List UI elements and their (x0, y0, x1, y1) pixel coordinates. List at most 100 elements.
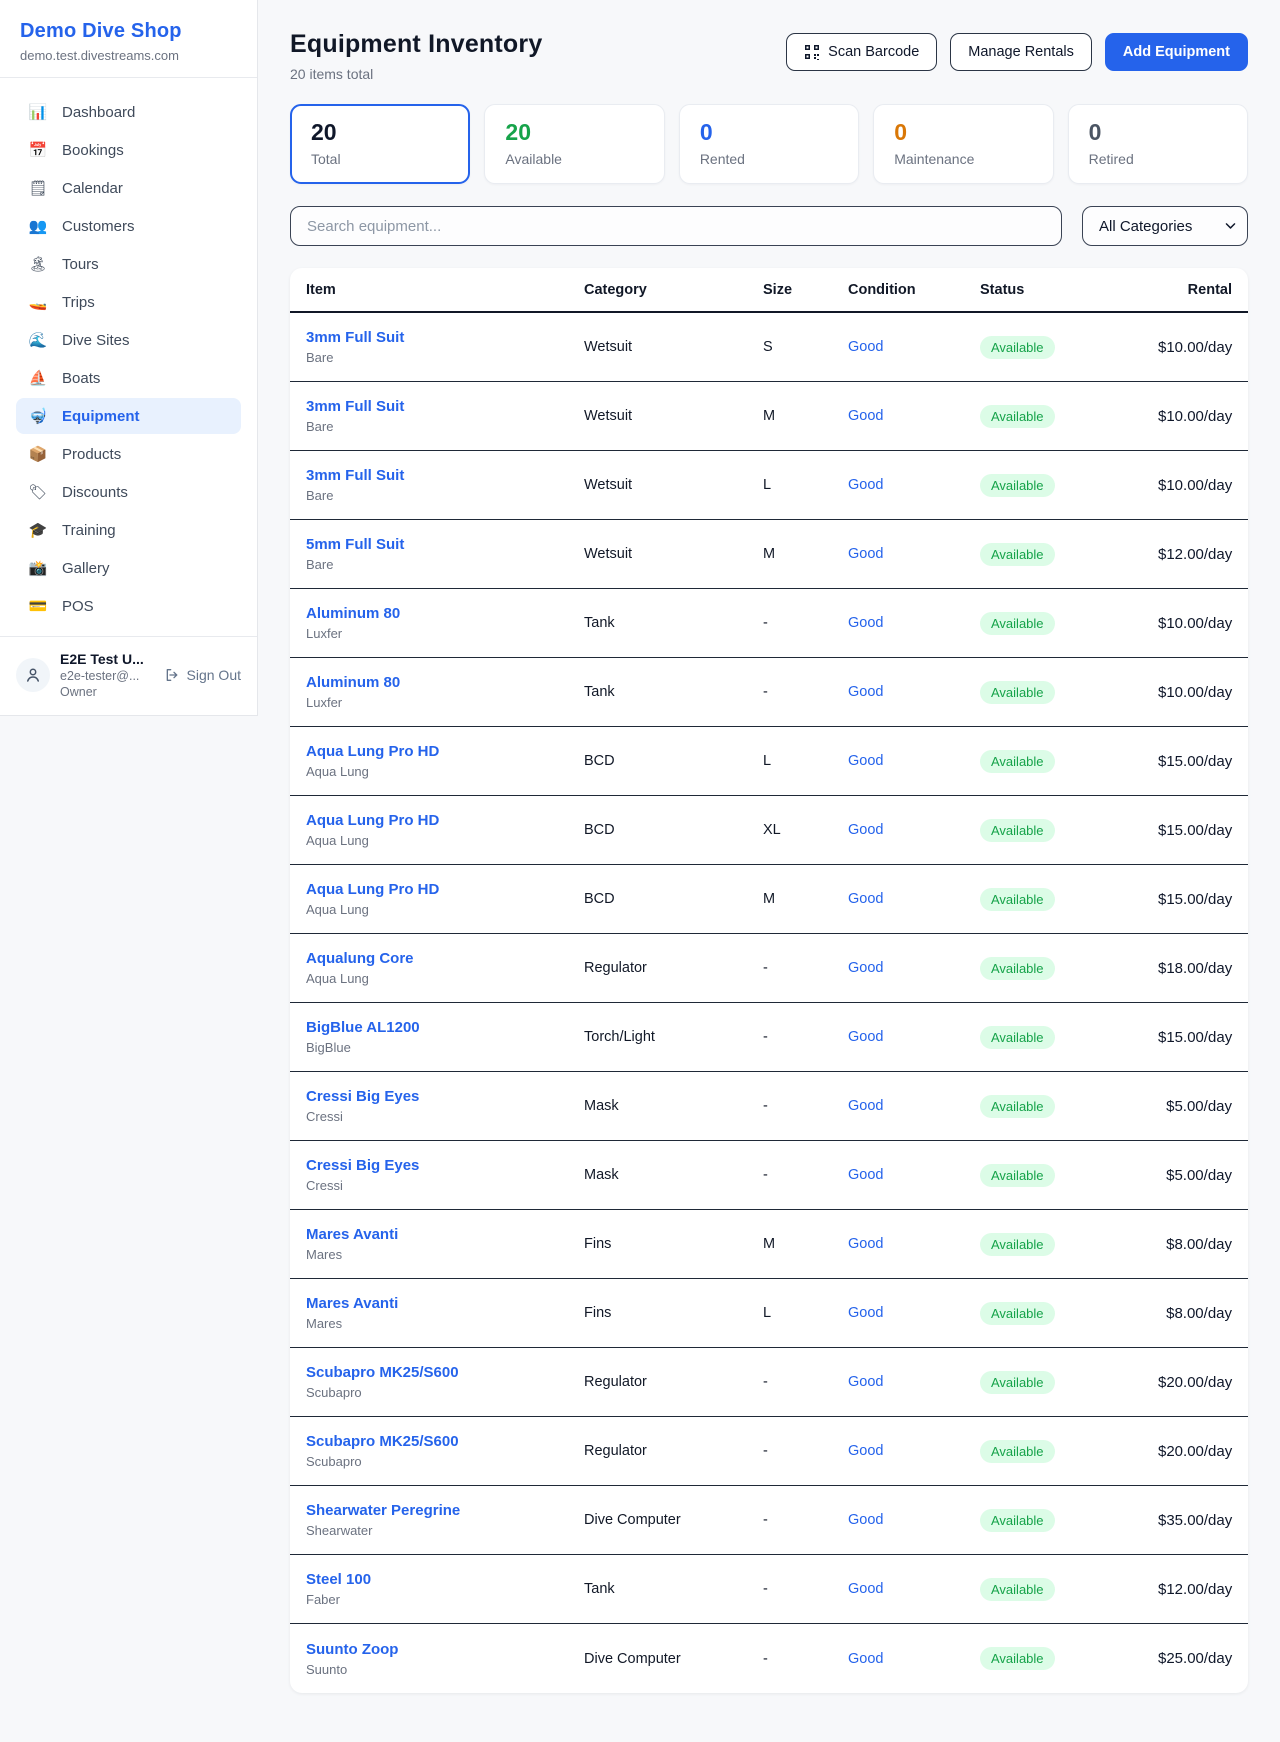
item-condition-link[interactable]: Good (848, 1098, 884, 1114)
item-category: Fins (584, 1305, 612, 1321)
item-name-link[interactable]: Aqua Lung Pro HD (306, 812, 440, 829)
stat-card-retired[interactable]: 0 Retired (1067, 104, 1249, 184)
item-rental-rate: $12.00/day (1158, 1580, 1233, 1598)
stat-card-maintenance[interactable]: 0 Maintenance (873, 104, 1054, 184)
item-rental-rate: $20.00/day (1158, 1373, 1233, 1391)
table-row: Aqua Lung Pro HD Aqua Lung BCD M Good Av… (290, 865, 1248, 934)
sidebar-item-calendar[interactable]: 🗒 Calendar (16, 170, 241, 206)
item-name-link[interactable]: Cressi Big Eyes (306, 1088, 420, 1105)
item-name-link[interactable]: 3mm Full Suit (306, 467, 405, 484)
item-condition-link[interactable]: Good (848, 1443, 884, 1459)
manage-rentals-label: Manage Rentals (968, 44, 1074, 60)
item-name-link[interactable]: Aluminum 80 (306, 674, 401, 691)
item-condition-link[interactable]: Good (848, 1236, 884, 1252)
category-select[interactable]: All Categories (1082, 206, 1248, 246)
item-condition-link[interactable]: Good (848, 1581, 884, 1597)
item-name-link[interactable]: Steel 100 (306, 1571, 372, 1588)
item-condition-link[interactable]: Good (848, 822, 884, 838)
item-condition-link[interactable]: Good (848, 1029, 884, 1045)
sign-out-button[interactable]: Sign Out (164, 667, 243, 683)
item-condition-link[interactable]: Good (848, 339, 884, 355)
item-category: Mask (584, 1098, 619, 1114)
sidebar-item-training[interactable]: 🎓 Training (16, 512, 241, 548)
item-condition-link[interactable]: Good (848, 684, 884, 700)
sidebar-item-label: Dashboard (62, 103, 136, 121)
sidebar-item-discounts[interactable]: 🏷 Discounts (16, 474, 241, 510)
item-category: Wetsuit (584, 477, 633, 493)
column-header-item: Item (306, 281, 336, 298)
sidebar-item-pos[interactable]: 💳 POS (16, 588, 241, 624)
status-badge: Available (980, 1025, 1055, 1049)
user-name: E2E Test U... (60, 651, 144, 667)
table-row: Shearwater Peregrine Shearwater Dive Com… (290, 1486, 1248, 1555)
customers-icon: 👥 (28, 218, 48, 235)
item-name-link[interactable]: Cressi Big Eyes (306, 1157, 420, 1174)
item-name-link[interactable]: Shearwater Peregrine (306, 1502, 461, 1519)
item-name-link[interactable]: Mares Avanti (306, 1226, 399, 1243)
item-rental-rate: $5.00/day (1166, 1097, 1232, 1115)
sidebar-item-trips[interactable]: 🚤 Trips (16, 284, 241, 320)
item-condition-link[interactable]: Good (848, 891, 884, 907)
status-badge: Available (980, 542, 1055, 566)
item-name-link[interactable]: Mares Avanti (306, 1295, 399, 1312)
item-name-link[interactable]: Suunto Zoop (306, 1640, 399, 1658)
item-condition-link[interactable]: Good (848, 408, 884, 424)
item-name-link[interactable]: 3mm Full Suit (306, 398, 405, 415)
item-rental-rate: $10.00/day (1158, 614, 1233, 632)
item-size: - (763, 1029, 768, 1045)
sidebar-item-tours[interactable]: 🏝 Tours (16, 246, 241, 282)
item-condition-link[interactable]: Good (848, 753, 884, 769)
item-rental-rate: $10.00/day (1158, 338, 1233, 356)
sidebar-item-label: Bookings (62, 141, 124, 159)
scan-barcode-button[interactable]: Scan Barcode (786, 33, 938, 71)
sidebar-item-equipment[interactable]: 🤿 Equipment (16, 398, 241, 434)
item-rental-rate: $15.00/day (1158, 890, 1233, 908)
item-category: Wetsuit (584, 339, 633, 355)
sidebar-item-dashboard[interactable]: 📊 Dashboard (16, 94, 241, 130)
sidebar-item-dive-sites[interactable]: 🌊 Dive Sites (16, 322, 241, 358)
sidebar-item-label: Tours (62, 255, 99, 273)
item-name-link[interactable]: Scubapro MK25/S600 (306, 1433, 459, 1450)
item-condition-link[interactable]: Good (848, 1512, 884, 1528)
item-name-link[interactable]: 5mm Full Suit (306, 536, 405, 553)
sidebar-item-boats[interactable]: ⛵ Boats (16, 360, 241, 396)
item-name-link[interactable]: Aqualung Core (306, 950, 414, 967)
item-name-link[interactable]: 3mm Full Suit (306, 329, 405, 346)
pos-icon: 💳 (28, 598, 48, 615)
status-badge: Available (980, 1232, 1055, 1256)
stat-value: 20 (311, 119, 337, 145)
item-name-link[interactable]: Aqua Lung Pro HD (306, 743, 440, 760)
item-name-link[interactable]: BigBlue AL1200 (306, 1019, 420, 1036)
page-title: Equipment Inventory (290, 30, 543, 58)
item-condition-link[interactable]: Good (848, 1305, 884, 1321)
item-condition-link[interactable]: Good (848, 615, 884, 631)
item-size: - (763, 1650, 768, 1667)
item-condition-link[interactable]: Good (848, 1167, 884, 1183)
item-condition-link[interactable]: Good (848, 477, 884, 493)
item-condition-link[interactable]: Good (848, 1650, 884, 1667)
item-category: Dive Computer (584, 1650, 681, 1667)
sidebar-item-customers[interactable]: 👥 Customers (16, 208, 241, 244)
item-condition-link[interactable]: Good (848, 546, 884, 562)
item-size: - (763, 1098, 768, 1114)
item-name-link[interactable]: Aqua Lung Pro HD (306, 881, 440, 898)
sidebar-item-gallery[interactable]: 📸 Gallery (16, 550, 241, 586)
item-condition-link[interactable]: Good (848, 1374, 884, 1390)
stat-card-total[interactable]: 20 Total (290, 104, 471, 184)
item-brand: Aqua Lung (306, 833, 369, 848)
item-condition-link[interactable]: Good (848, 960, 884, 976)
add-equipment-button[interactable]: Add Equipment (1104, 33, 1248, 71)
sidebar-item-products[interactable]: 📦 Products (16, 436, 241, 472)
stat-card-available[interactable]: 20 Available (484, 104, 665, 184)
item-name-link[interactable]: Aluminum 80 (306, 605, 401, 622)
sidebar-item-bookings[interactable]: 📅 Bookings (16, 132, 241, 168)
manage-rentals-button[interactable]: Manage Rentals (950, 33, 1092, 71)
item-size: M (763, 408, 776, 424)
stat-card-rented[interactable]: 0 Rented (678, 104, 860, 184)
search-input[interactable] (290, 206, 1062, 246)
sidebar-item-label: Customers (62, 217, 135, 235)
user-info: E2E Test U... e2e-tester@... Owner (60, 651, 154, 699)
item-size: L (763, 753, 772, 769)
user-role: Owner (60, 685, 97, 699)
item-name-link[interactable]: Scubapro MK25/S600 (306, 1364, 459, 1381)
